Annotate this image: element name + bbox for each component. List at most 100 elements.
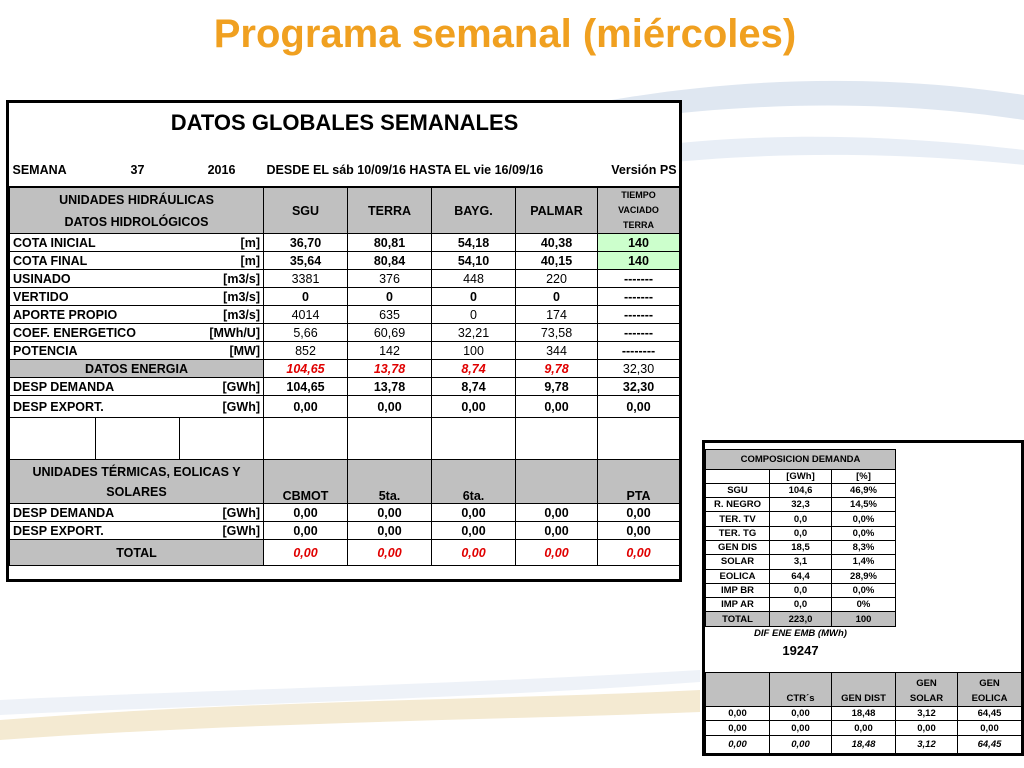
hydro-row: VERTIDO [m3/s] 0 0 0 0 ------- [9, 287, 679, 306]
tiempo-line2: VACIADO [618, 205, 659, 215]
hydro-row-value: 448 [431, 269, 516, 288]
hydro-row-value: 344 [515, 341, 598, 360]
comp-row-label: TER. TG [705, 525, 770, 541]
page-title: Programa semanal (miércoles) [213, 12, 797, 56]
hydro-row-tiempo: ------- [596, 287, 679, 306]
hydro-row-value: 174 [515, 305, 598, 324]
hydro-row-value: 73,58 [515, 323, 598, 342]
desp-row-value: 0,00 [515, 395, 598, 418]
gen-col-header: GEN DIST [831, 672, 896, 708]
col-palmar: PALMAR [515, 186, 598, 234]
total-pta: 0,00 [596, 539, 679, 566]
version-label: Versión PS [611, 163, 677, 177]
hydro-row-unit: [m] [179, 233, 264, 252]
hydro-row-value: 40,38 [515, 233, 598, 252]
energia-tiempo: 32,30 [596, 359, 679, 378]
desp-row-value: 0,00 [431, 395, 516, 418]
total-5ta: 0,00 [347, 539, 432, 566]
total-cbmot: 0,00 [263, 539, 348, 566]
desp-row-label: DESP DEMANDA [9, 377, 180, 396]
desp-row-value: 0,00 [263, 395, 348, 418]
total-blank: 0,00 [515, 539, 598, 566]
comp-row-pct: 0% [831, 597, 896, 613]
thermal-row-label: DESP DEMANDA [9, 503, 180, 522]
comp-row-gwh: 32,3 [769, 497, 832, 513]
comp-row-gwh: 0,0 [769, 582, 832, 599]
thermal-row: DESP EXPORT. [GWh] 0,00 0,00 0,00 0,00 0,00 [9, 521, 679, 540]
comp-row-label: EOLICA [705, 568, 770, 584]
thermal-row-value: 0,00 [431, 521, 516, 540]
comp-row-pct: 8,3% [831, 539, 896, 556]
thermal-row-unit: [GWh] [179, 521, 264, 540]
gen-header-row: CTR´s GEN DIST GEN SOLAR GEN EOLICA [705, 672, 1021, 708]
dif-ene-label: DIF ENE EMB (MWh) [754, 628, 847, 640]
comp-row-label: IMP BR [705, 582, 770, 599]
col-terra: TERRA [347, 186, 432, 234]
comp-row-gwh: 0,0 [769, 511, 832, 527]
hydro-row: COEF. ENERGETICO [MWh/U] 5,66 60,69 32,21 73,… [9, 323, 679, 342]
gen-total-row: 0,00 0,00 18,48 3,12 64,45 [705, 734, 1021, 753]
gen-row-value: 18,48 [831, 706, 896, 722]
gen-col-header-line1: GEN [916, 678, 937, 690]
hydro-row-value: 4014 [263, 305, 348, 324]
thermal-row-value: 0,00 [515, 521, 598, 540]
comp-row: IMP BR 0,0 0,0% [705, 582, 1022, 599]
comp-row: GEN DIS 18,5 8,3% [705, 539, 1022, 556]
unit-gwh: [GWh] [769, 468, 832, 484]
gen-row-value: 3,12 [895, 706, 958, 722]
hydro-row-value: 35,64 [263, 251, 348, 270]
desp-row-unit: [GWh] [179, 377, 264, 396]
hydro-row-unit: [MWh/U] [179, 323, 264, 342]
comp-total-label: TOTAL [705, 611, 770, 627]
gen-total-value: 0,00 [769, 734, 832, 753]
gen-row-value: 0,00 [705, 720, 770, 736]
hydro-row-unit: [MW] [179, 341, 264, 360]
comp-row: IMP AR 0,0 0% [705, 597, 1022, 613]
desp-row-value: 32,30 [596, 377, 679, 396]
gen-col-header-line1: GEN [979, 678, 1000, 690]
desp-row-unit: [GWh] [179, 395, 264, 418]
hydro-row: COTA INICIAL [m] 36,70 80,81 54,18 40,38 140 [9, 233, 679, 252]
energia-bayg: 8,74 [431, 359, 516, 378]
desp-row-value: 104,65 [263, 377, 348, 396]
total-label: TOTAL [9, 539, 264, 566]
desp-row: DESP EXPORT. [GWh] 0,00 0,00 0,00 0,00 0,00 [9, 395, 679, 418]
hydro-row-value: 54,10 [431, 251, 516, 270]
gen-col-header: GEN EOLICA [956, 672, 1021, 708]
comp-row: TER. TG 0,0 0,0% [705, 525, 1022, 541]
hydro-row-value: 80,81 [347, 233, 432, 252]
thermal-row-value: 0,00 [596, 503, 679, 522]
hydro-row-value: 80,84 [347, 251, 432, 270]
comp-row-label: SOLAR [705, 554, 770, 570]
hydro-row-label: POTENCIA [9, 341, 180, 360]
hydro-row-value: 100 [431, 341, 516, 360]
comp-row-gwh: 3,1 [769, 554, 832, 570]
hydro-row-value: 142 [347, 341, 432, 360]
hydro-row-value: 32,21 [431, 323, 516, 342]
hydro-row-value: 0 [431, 305, 516, 324]
comp-row: EOLICA 64,4 28,9% [705, 568, 1022, 584]
hydro-row-value: 0 [515, 287, 598, 306]
comp-row-pct: 14,5% [831, 497, 896, 513]
semana-year: 2016 [207, 163, 236, 177]
hydro-row-value: 36,70 [263, 233, 348, 252]
col-5ta: 5ta. [347, 459, 432, 504]
comp-row-gwh: 0,0 [769, 525, 832, 541]
thermal-row-value: 0,00 [347, 521, 432, 540]
thermal-row-value: 0,00 [263, 521, 348, 540]
col-tiempo-vaciado: TIEMPO VACIADO TERRA [596, 186, 679, 234]
desp-row-value: 8,74 [431, 377, 516, 396]
hydro-row-value: 852 [263, 341, 348, 360]
thermal-row-value: 0,00 [596, 521, 679, 540]
gen-col-header-line2: EOLICA [971, 693, 1008, 705]
comp-total-gwh: 223,0 [769, 611, 832, 627]
comp-row-pct: 0,0% [831, 511, 896, 527]
composicion-table: COMPOSICION DEMANDA [GWh] [%] SGU 104,6 46… [705, 443, 1022, 753]
desp-row-label: DESP EXPORT. [9, 395, 180, 418]
hydro-row-value: 0 [431, 287, 516, 306]
comp-row-pct: 1,4% [831, 554, 896, 570]
semana-number: 37 [130, 163, 145, 177]
gen-row-value: 0,00 [769, 720, 832, 736]
gen-row-value: 0,00 [769, 706, 832, 722]
dif-ene-value: 19247 [782, 643, 819, 659]
